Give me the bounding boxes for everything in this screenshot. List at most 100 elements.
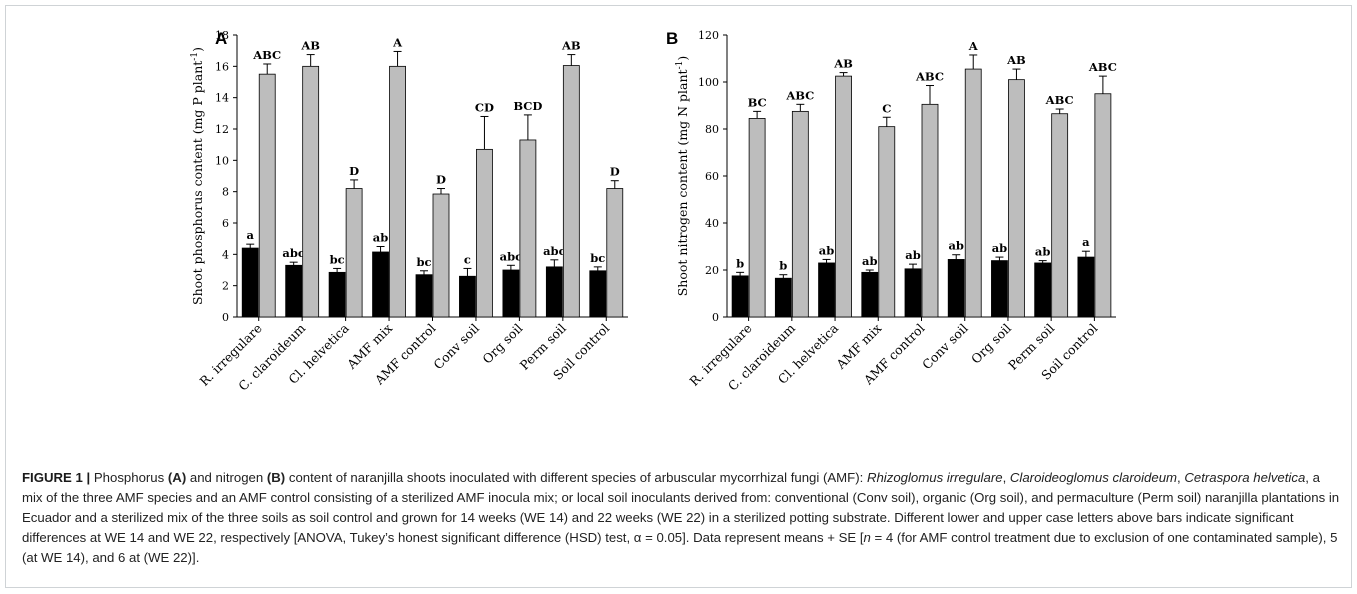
chart-panel-a: A 0 2 4 6 8 10 12 14 16 18 Shoot phosphorus content…	[190, 29, 628, 394]
y-tick-label: 0	[712, 311, 719, 324]
bar	[731, 275, 749, 318]
bar	[1034, 262, 1052, 318]
y-tick-label: 10	[215, 154, 229, 167]
significance-letter: C	[882, 101, 891, 115]
bar	[302, 65, 320, 318]
bar	[415, 274, 433, 318]
figure-frame	[5, 5, 1352, 588]
caption-text: content of naranjilla shoots inoculated …	[285, 470, 867, 485]
y-tick-label: 20	[705, 264, 719, 277]
caption-text: Phosphorus	[90, 470, 168, 485]
significance-letter: abc	[282, 246, 305, 260]
bar	[748, 118, 766, 318]
y-tick-label: 14	[215, 92, 229, 105]
figure-charts: A 0 2 4 6 8 10 12 14 16 18 Shoot phosphorus content…	[190, 29, 1117, 394]
significance-letter: ab	[819, 243, 835, 257]
y-tick-label: 16	[215, 60, 229, 73]
bar	[904, 268, 922, 318]
y-axis-title: Shoot phosphorus content (mg P plant-1)	[190, 47, 205, 305]
significance-letter: AB	[833, 57, 853, 71]
significance-letter: ABC	[252, 48, 281, 62]
bar	[964, 68, 982, 318]
bar	[519, 139, 537, 318]
caption-panel-a: (A)	[167, 470, 187, 485]
figure-caption: FIGURE 1 | Phosphorus (A) and nitrogen (…	[22, 468, 1340, 568]
panel-letter: A	[215, 29, 227, 48]
caption-text: ,	[1177, 470, 1185, 485]
significance-letter: b	[736, 256, 744, 270]
panel-letter: B	[666, 29, 678, 48]
significance-letter: bc	[330, 252, 345, 266]
x-category-label: Conv soil	[919, 321, 971, 373]
bar	[861, 271, 879, 318]
significance-letter: a	[246, 228, 254, 242]
bar	[285, 264, 303, 318]
significance-letter: ab	[948, 239, 964, 253]
y-tick-label: 12	[215, 123, 229, 136]
significance-letter: b	[779, 259, 787, 273]
significance-letter: D	[610, 165, 620, 179]
significance-letter: ABC	[915, 70, 944, 84]
bar	[921, 103, 939, 318]
x-category-label: Conv soil	[430, 321, 482, 373]
significance-letter: ab	[905, 248, 921, 262]
bar	[545, 266, 563, 318]
significance-letter: D	[349, 164, 359, 178]
caption-panel-b: (B)	[266, 470, 286, 485]
y-axis-title: Shoot nitrogen content (mg N plant-1)	[675, 56, 690, 297]
significance-letter: AB	[561, 39, 581, 53]
y-tick-label: 2	[222, 280, 229, 293]
significance-letter: BC	[748, 95, 767, 109]
y-tick-label: 18	[215, 29, 229, 42]
y-tick-label: 100	[698, 76, 719, 89]
caption-n: n	[863, 530, 871, 545]
bar	[345, 188, 363, 318]
caption-label: FIGURE 1 |	[22, 470, 91, 485]
bar	[818, 262, 835, 318]
significance-letter: ab	[992, 241, 1008, 255]
bar	[991, 260, 1008, 318]
significance-letter: AB	[1006, 53, 1026, 67]
y-tick-label: 120	[698, 29, 719, 42]
y-tick-label: 80	[705, 123, 719, 136]
bar	[432, 193, 450, 318]
caption-text: ,	[1002, 470, 1010, 485]
bar	[328, 271, 346, 318]
caption-text: and nitrogen	[186, 470, 267, 485]
y-tick-label: 0	[222, 311, 229, 324]
y-tick-label: 4	[222, 248, 229, 261]
significance-letter: ABC	[785, 88, 814, 102]
bar	[1094, 93, 1112, 318]
chart-panel-b: B 0 20 40 60 80 100 120 Shoot nitrogen content (…	[666, 29, 1117, 394]
significance-letter: ab	[1035, 245, 1051, 259]
significance-letter: bc	[590, 251, 605, 265]
significance-letter: D	[436, 173, 446, 187]
y-tick-label: 60	[705, 170, 719, 183]
significance-letter: BCD	[513, 99, 542, 113]
significance-letter: a	[1082, 235, 1090, 249]
bar	[606, 188, 624, 318]
bar	[562, 65, 580, 318]
bar	[589, 270, 607, 318]
bar	[476, 148, 493, 318]
bar	[947, 259, 965, 318]
caption-species: Cetraspora helvetica	[1184, 470, 1306, 485]
significance-letter: AB	[300, 39, 320, 53]
caption-species: Rhizoglomus irregulare	[866, 470, 1003, 485]
y-tick-label: 8	[222, 186, 229, 199]
bar	[774, 277, 792, 318]
y-tick-label: 6	[222, 217, 229, 230]
significance-letter: ab	[373, 231, 389, 245]
caption-text: = 4 (for AMF control treatment due to ex…	[22, 530, 1338, 565]
bar	[1051, 113, 1069, 318]
significance-letter: A	[968, 39, 979, 53]
bar	[459, 275, 476, 318]
significance-letter: A	[392, 35, 403, 49]
significance-letter: ab	[862, 254, 878, 268]
significance-letter: ABC	[1045, 93, 1074, 107]
significance-letter: CD	[475, 100, 494, 114]
bar	[1008, 79, 1025, 318]
y-tick-label: 40	[705, 217, 719, 230]
bar	[389, 65, 406, 318]
bar	[791, 110, 809, 318]
